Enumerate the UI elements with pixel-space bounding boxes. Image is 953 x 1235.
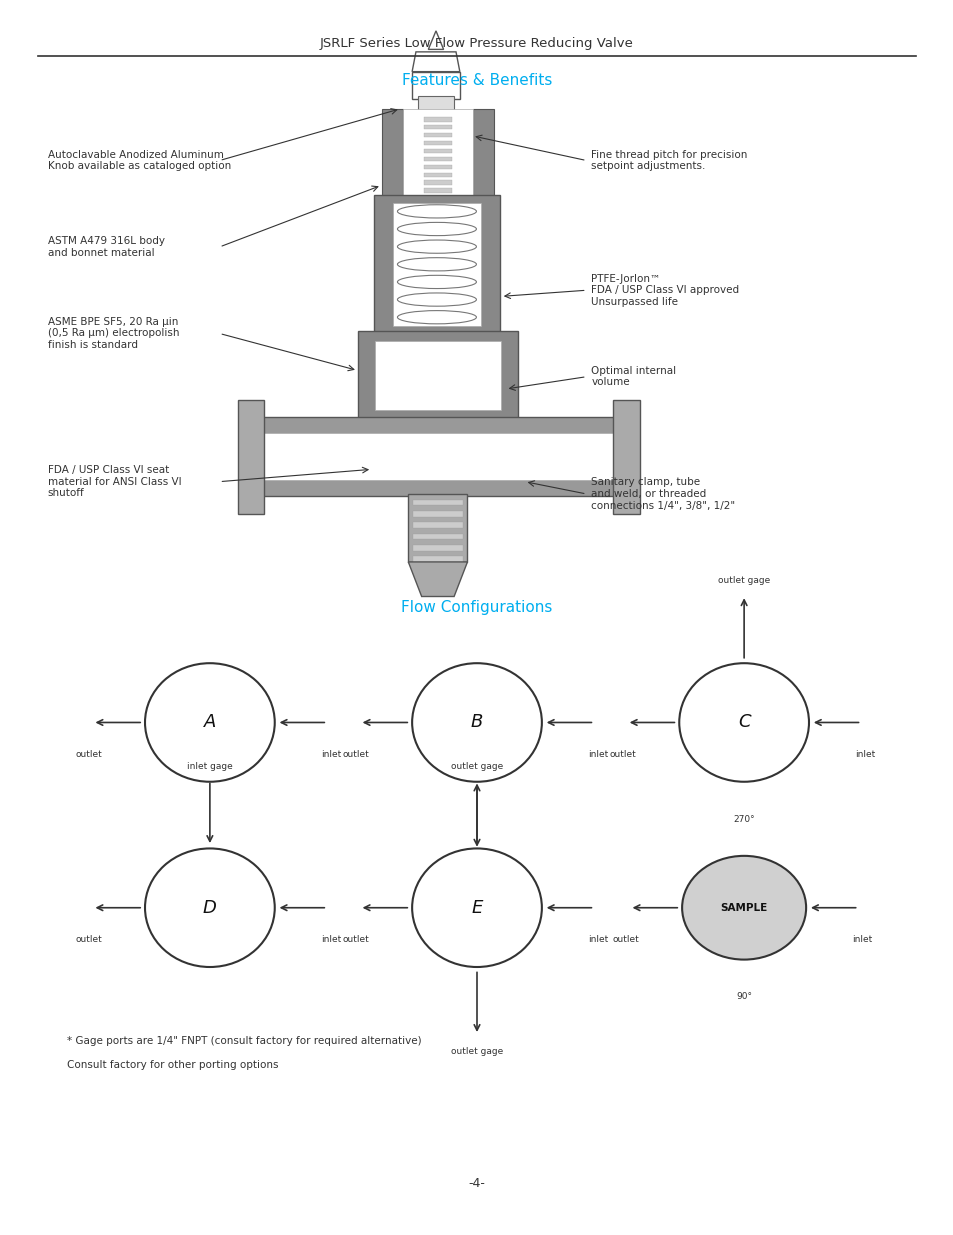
Bar [375, 341, 500, 410]
Text: inlet: inlet [587, 750, 608, 758]
Bar [423, 173, 452, 177]
Text: A: A [204, 714, 215, 731]
Polygon shape [412, 52, 459, 72]
Ellipse shape [397, 240, 476, 253]
Ellipse shape [681, 856, 805, 960]
Text: 90°: 90° [736, 992, 751, 1000]
Bar [412, 72, 459, 99]
Bar [423, 125, 452, 130]
Text: outlet gage: outlet gage [451, 862, 502, 871]
Text: inlet: inlet [320, 935, 341, 944]
Text: Autoclavable Anodized Aluminum
Knob available as cataloged option: Autoclavable Anodized Aluminum Knob avai… [48, 149, 231, 172]
Bar [613, 400, 639, 514]
Text: 270°: 270° [733, 815, 754, 824]
Text: outlet: outlet [342, 935, 369, 944]
Bar [381, 109, 402, 198]
Text: Consult factory for other porting options: Consult factory for other porting option… [67, 1060, 278, 1070]
Ellipse shape [397, 258, 476, 270]
Ellipse shape [679, 663, 808, 782]
Ellipse shape [145, 848, 274, 967]
Bar [473, 109, 494, 198]
Bar [423, 141, 452, 146]
Text: inlet: inlet [587, 935, 608, 944]
Ellipse shape [397, 222, 476, 236]
Ellipse shape [397, 275, 476, 289]
Ellipse shape [412, 663, 541, 782]
Bar [423, 180, 452, 185]
Ellipse shape [397, 311, 476, 324]
Polygon shape [408, 562, 467, 597]
Bar [423, 188, 452, 193]
Text: inlet: inlet [320, 750, 341, 758]
Bar [254, 433, 622, 480]
Bar [393, 203, 480, 326]
Bar [413, 545, 462, 551]
Text: Flow Configurations: Flow Configurations [401, 600, 552, 615]
Text: Fine thread pitch for precision
setpoint adjustments.: Fine thread pitch for precision setpoint… [591, 149, 747, 172]
Bar [423, 157, 452, 161]
Bar [413, 556, 462, 562]
Bar [423, 117, 452, 121]
Text: outlet: outlet [75, 750, 102, 758]
Bar [374, 195, 499, 333]
Text: outlet: outlet [342, 750, 369, 758]
Bar [243, 417, 634, 496]
Ellipse shape [145, 663, 274, 782]
Ellipse shape [397, 293, 476, 306]
Text: -4-: -4- [468, 1177, 485, 1189]
Text: inlet: inlet [851, 935, 872, 944]
Text: JSRLF Series Low Flow Pressure Reducing Valve: JSRLF Series Low Flow Pressure Reducing … [319, 37, 634, 49]
Text: outlet: outlet [612, 935, 639, 944]
Text: inlet: inlet [854, 750, 875, 758]
Text: outlet: outlet [609, 750, 636, 758]
Text: ASTM A479 316L body
and bonnet material: ASTM A479 316L body and bonnet material [48, 236, 165, 258]
Text: outlet: outlet [75, 935, 102, 944]
Text: SAMPLE: SAMPLE [720, 903, 767, 913]
Bar [413, 511, 462, 516]
Bar [413, 534, 462, 540]
Bar [423, 148, 452, 153]
Ellipse shape [412, 848, 541, 967]
Text: * Gage ports are 1/4" FNPT (consult factory for required alternative): * Gage ports are 1/4" FNPT (consult fact… [67, 1036, 421, 1046]
Bar [413, 522, 462, 529]
Text: outlet gage: outlet gage [718, 577, 769, 585]
Polygon shape [428, 31, 443, 49]
Bar [402, 109, 473, 198]
Text: FDA / USP Class VI seat
material for ANSI Class VI
shutoff: FDA / USP Class VI seat material for ANS… [48, 466, 181, 498]
Text: D: D [203, 899, 216, 916]
Bar [423, 164, 452, 169]
Text: outlet gage: outlet gage [451, 1047, 502, 1056]
Text: ASME BPE SF5, 20 Ra μin
(0,5 Ra μm) electropolish
finish is standard: ASME BPE SF5, 20 Ra μin (0,5 Ra μm) elec… [48, 317, 179, 350]
Text: PTFE-Jorlon™
FDA / USP Class VI approved
Unsurpassed life: PTFE-Jorlon™ FDA / USP Class VI approved… [591, 274, 739, 306]
Bar [413, 500, 462, 505]
Bar [357, 331, 517, 420]
Bar [417, 96, 454, 111]
Text: Sanitary clamp, tube
and weld, or threaded
connections 1/4", 3/8", 1/2": Sanitary clamp, tube and weld, or thread… [591, 478, 735, 510]
Text: Features & Benefits: Features & Benefits [401, 73, 552, 88]
Text: B: B [471, 714, 482, 731]
Text: C: C [737, 714, 750, 731]
Ellipse shape [397, 205, 476, 219]
Bar [237, 400, 264, 514]
Bar [408, 494, 467, 562]
Text: outlet gage: outlet gage [451, 762, 502, 771]
Text: E: E [471, 899, 482, 916]
Text: inlet gage: inlet gage [187, 762, 233, 771]
Text: Optimal internal
volume: Optimal internal volume [591, 366, 676, 388]
Bar [423, 133, 452, 137]
